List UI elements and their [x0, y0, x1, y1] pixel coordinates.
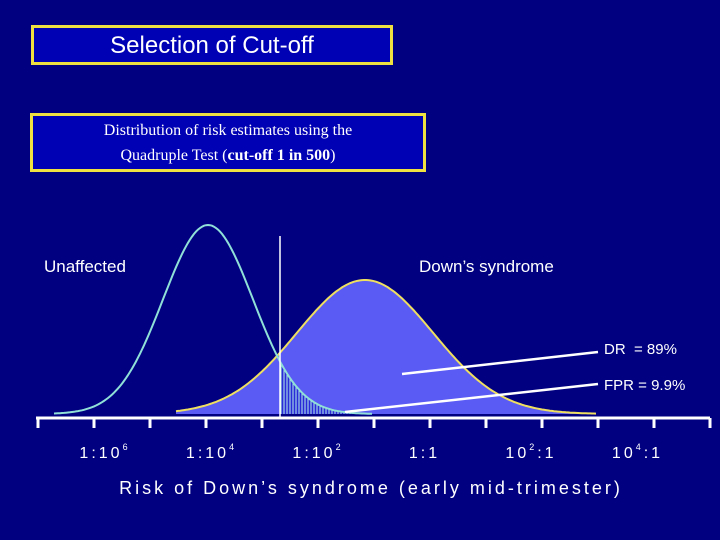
annotation-dr: DR = 89% [604, 341, 677, 358]
x-tick-label: 1:104 [186, 442, 237, 462]
annotation-fpr: FPR = 9.9% [604, 377, 685, 394]
x-axis-ticks [36, 418, 712, 428]
downs-syndrome-curve [175, 279, 597, 415]
x-axis-tick-labels: 1:106 1:104 1:102 1:1 102:1 104:1 [79, 442, 663, 462]
false-positive-area [280, 361, 372, 414]
unaffected-curve [53, 223, 373, 415]
subtitle-line1: Distribution of risk estimates using the [103, 122, 353, 139]
subtitle-line2-prefix: Quadruple Test ( [120, 147, 228, 164]
x-tick-label: 102:1 [505, 442, 556, 462]
chart-subtitle: Distribution of risk estimates using the… [30, 113, 426, 172]
x-tick-label: 104:1 [612, 442, 663, 462]
subtitle-line2-suffix: ) [330, 147, 336, 164]
series-label-unaffected: Unaffected [44, 257, 126, 276]
fpr-pointer-line [344, 382, 599, 414]
slide-title: Selection of Cut-off [31, 25, 393, 65]
dr-pointer-line [401, 350, 599, 376]
x-tick-label: 1:102 [292, 442, 343, 462]
subtitle-cutoff-bold: cut-off 1 in 500 [227, 147, 331, 164]
series-label-downs: Down’s syndrome [419, 257, 554, 276]
downs-syndrome-area [176, 280, 596, 414]
x-axis-label: Risk of Down’s syndrome (early mid-trime… [119, 478, 623, 498]
x-tick-label: 1:1 [409, 445, 440, 462]
x-tick-label: 1:106 [79, 442, 130, 462]
